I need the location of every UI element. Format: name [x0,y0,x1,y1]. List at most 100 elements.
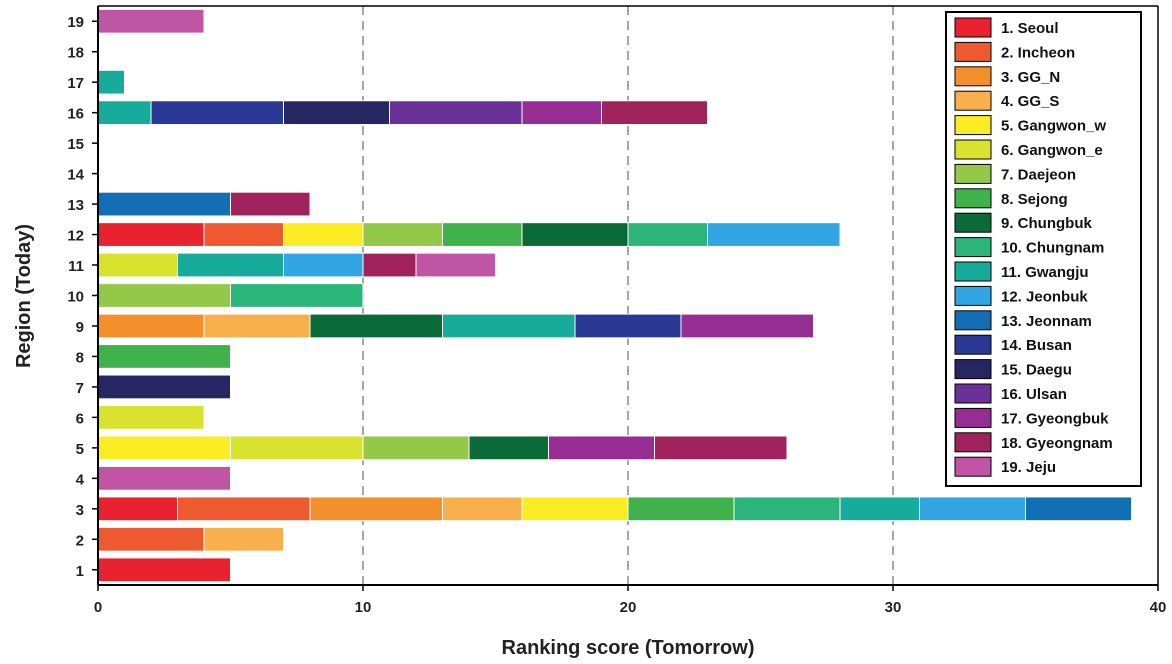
legend-swatch [954,407,992,428]
bar-segment-region-19-series-19 [97,8,205,34]
bar-segment-region-12-series-7 [362,222,443,247]
bar-segment-region-3-series-3 [309,496,443,522]
y-tick-label: 2 [76,532,84,549]
legend-label: 7. Daejeon [1001,166,1076,183]
bar-segment-region-3-series-12 [919,496,1026,522]
bar-segment-region-9-series-14 [574,313,682,339]
bar-segment-region-9-series-4 [203,313,311,339]
bar-segment-region-3-series-8 [627,496,735,522]
y-tick-label: 11 [68,258,84,275]
bar-segment-region-12-series-8 [442,222,523,247]
y-tick-label: 7 [76,380,84,397]
bar-segment-region-12-series-12 [707,222,841,247]
y-tick-label: 3 [76,502,84,519]
legend-swatch [954,139,992,160]
bar-segment-region-8-series-8 [97,344,231,369]
legend-swatch [954,66,992,87]
legend-label: 2. Incheon [1001,44,1075,61]
bar-segment-region-4-series-19 [97,465,231,491]
bar-segment-region-11-series-12 [283,252,364,278]
bar-segment-region-12-series-5 [283,222,364,247]
legend-label: 10. Chungnam [1001,240,1104,257]
x-tick-labels: 0 10 20 30 40 [94,585,1167,616]
bar-segment-region-3-series-11 [839,496,920,522]
bar-segment-region-1-series-1 [97,557,231,583]
bar-segment-region-9-series-17 [680,313,814,339]
y-tick-label: 12 [67,228,84,245]
x-tick-label: 0 [94,599,102,616]
legend-label: 18. Gyeongnam [1001,435,1113,452]
bar-segment-region-16-series-11 [97,100,152,126]
y-tick-label: 14 [67,167,84,184]
bar-segment-region-3-series-4 [442,496,523,522]
legend-swatch [954,334,992,355]
x-axis-title: Ranking score (Tomorrow) [502,637,755,659]
legend-label: 5. Gangwon_w [1001,118,1106,135]
legend-swatch [954,212,992,233]
legend-swatch [954,41,992,62]
bar-segment-region-2-series-4 [203,526,284,552]
y-tick-label: 15 [67,136,84,153]
legend-label: 12. Jeonbuk [1001,288,1088,305]
legend-swatch [954,188,992,209]
bar-segment-region-13-series-18 [230,191,311,217]
legend-swatch [954,237,992,258]
bar-segment-region-10-series-7 [97,283,231,308]
bar-segment-region-5-series-9 [468,435,549,461]
y-tick-label: 1 [76,563,84,580]
bar-segment-region-16-series-15 [283,100,390,126]
legend-label: 13. Jeonnam [1001,313,1092,330]
legend-label: 9. Chungbuk [1001,215,1092,232]
bar-segment-region-3-series-13 [1025,496,1132,522]
bar-segment-region-9-series-11 [442,313,576,339]
y-tick-label: 9 [76,319,84,336]
legend-swatch [954,115,992,136]
legend-label: 6. Gangwon_e [1001,142,1103,159]
bar-segment-region-3-series-1 [97,496,178,522]
bar-segment-region-12-series-2 [203,222,284,247]
y-axis-title: Region (Today) [13,224,35,368]
legend-label: 1. Seoul [1001,20,1059,37]
bar-segment-region-5-series-17 [548,435,655,461]
legend-label: 17. Gyeongbuk [1001,410,1109,427]
bar-segment-region-3-series-2 [177,496,311,522]
bar-segment-region-16-series-16 [389,100,523,126]
legend-label: 16. Ulsan [1001,386,1067,403]
bar-segment-region-5-series-5 [97,435,231,461]
legend-label: 14. Busan [1001,337,1072,354]
bar-segment-region-11-series-6 [97,252,178,278]
bar-segment-region-3-series-5 [521,496,629,522]
legend-label: 3. GG_N [1001,69,1060,86]
bars [97,8,1132,583]
bar-segment-region-12-series-1 [97,222,205,247]
bar-segment-region-5-series-6 [230,435,364,461]
bar-segment-region-16-series-17 [521,100,602,126]
x-tick-label: 40 [1150,599,1167,616]
y-tick-label: 16 [67,106,84,123]
legend-swatch [954,383,992,404]
y-tick-label: 8 [76,349,84,366]
bar-segment-region-6-series-6 [97,405,205,430]
legend-swatch [954,285,992,306]
legend-swatch [954,163,992,184]
x-tick-label: 30 [885,599,902,616]
legend-label: 19. Jeju [1001,459,1056,476]
bar-segment-region-13-series-13 [97,191,231,217]
legend-label: 8. Sejong [1001,191,1068,208]
y-tick-label: 18 [67,45,84,62]
y-tick-label: 6 [76,410,84,427]
y-tick-label: 5 [76,441,84,458]
y-tick-label: 17 [67,75,84,92]
bar-segment-region-12-series-10 [627,222,708,247]
legend-swatch [954,432,992,453]
legend-swatch [954,90,992,111]
bar-segment-region-16-series-18 [601,100,708,126]
bar-segment-region-11-series-19 [415,252,496,278]
bar-segment-region-5-series-7 [362,435,470,461]
legend-label: 4. GG_S [1001,93,1059,110]
bar-segment-region-2-series-2 [97,526,205,552]
bar-segment-region-7-series-15 [97,374,231,400]
bar-segment-region-3-series-10 [733,496,841,522]
legend: 1. Seoul 2. Incheon 3. GG_N 4. GG_S 5. Gangw… [945,11,1142,487]
